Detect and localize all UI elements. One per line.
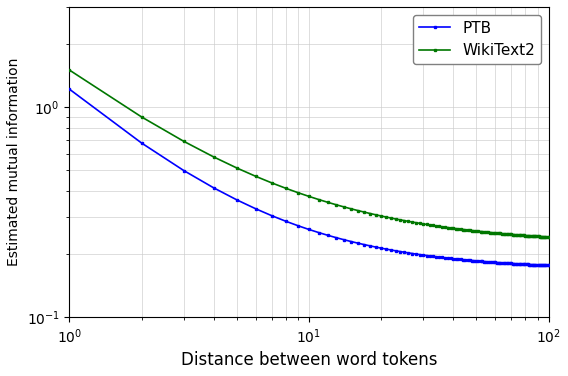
Line: PTB: PTB [68,88,550,267]
WikiText2 [396,218,403,222]
PTB [378,246,385,250]
PTB [477,259,484,264]
WikiText2 [536,234,543,239]
PTB [540,263,546,267]
WikiText2 [378,214,385,218]
WikiText2 [66,68,73,72]
PTB [492,260,499,265]
PTB [396,249,403,254]
WikiText2 [492,231,499,235]
PTB [536,263,543,267]
Legend: PTB, WikiText2: PTB, WikiText2 [413,15,541,64]
X-axis label: Distance between word tokens: Distance between word tokens [181,351,437,369]
Y-axis label: Estimated mutual information: Estimated mutual information [7,58,21,266]
WikiText2 [545,235,552,240]
Line: WikiText2: WikiText2 [68,69,550,238]
WikiText2 [540,235,546,239]
PTB [66,87,73,91]
PTB [545,263,552,268]
WikiText2 [477,229,484,234]
